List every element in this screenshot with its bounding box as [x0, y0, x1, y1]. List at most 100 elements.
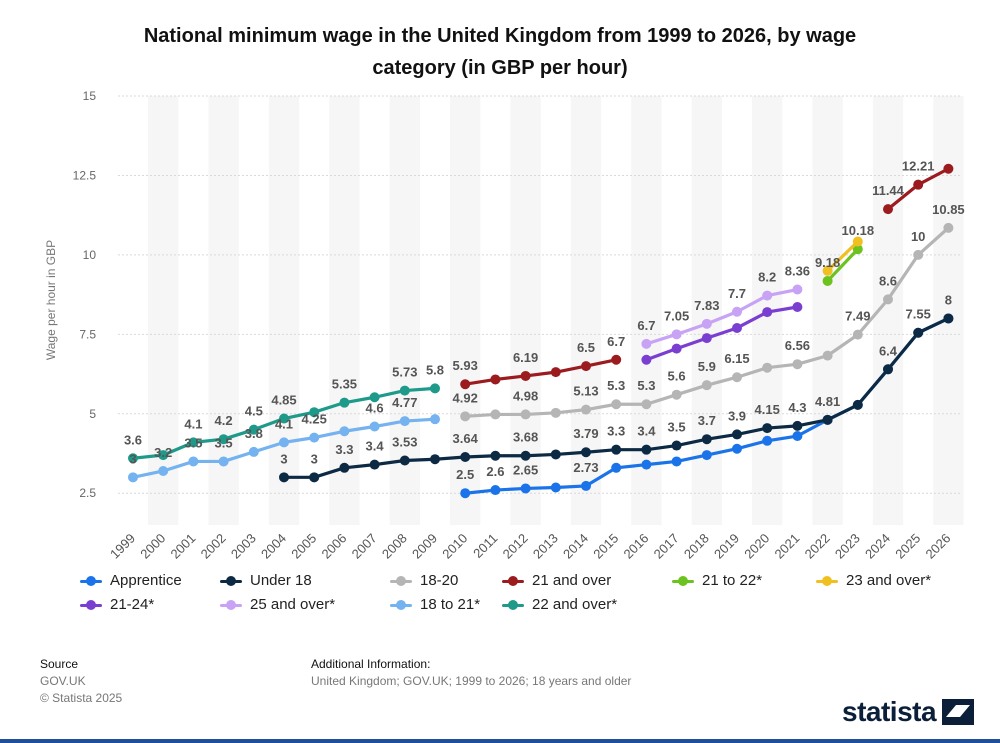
data-point-18-20 — [460, 411, 471, 422]
data-point-18-to-21 — [279, 437, 289, 448]
legend-item[interactable]: 25 and over* — [220, 596, 335, 613]
data-label: 5.3 — [607, 378, 625, 393]
legend-item[interactable]: 18 to 21* — [390, 596, 480, 613]
data-point-18-20 — [852, 329, 863, 340]
legend-item[interactable]: 23 and over* — [816, 572, 931, 589]
data-point-22-and-over — [339, 397, 350, 408]
data-point-under-18 — [671, 440, 682, 451]
data-point-under-18 — [762, 423, 773, 434]
data-point-18-to-21 — [369, 421, 380, 432]
legend-swatch — [220, 599, 242, 611]
data-label: 4.6 — [366, 400, 384, 415]
column-band — [148, 96, 179, 525]
data-point-apprentice — [732, 443, 742, 454]
data-label: 4.15 — [755, 402, 780, 417]
data-point-apprentice — [460, 488, 471, 499]
legend-swatch — [390, 599, 412, 611]
data-point-18-20 — [550, 407, 561, 418]
legend-item[interactable]: 22 and over* — [502, 596, 617, 613]
data-point-apprentice — [611, 462, 622, 473]
data-point-18-20 — [520, 409, 531, 420]
data-label: 3.4 — [366, 439, 385, 454]
data-label: 4.92 — [453, 390, 478, 405]
data-point-21-to-22 — [852, 244, 863, 255]
data-label: 4.85 — [271, 393, 296, 408]
data-point-under-18 — [883, 364, 893, 375]
data-point-22-and-over — [279, 413, 289, 424]
data-point-18-to-21 — [309, 432, 320, 443]
data-point-23-and-over — [822, 265, 833, 276]
data-point-22-and-over — [218, 434, 229, 445]
y-axis-label: Wage per hour in GBP — [44, 240, 58, 360]
x-tick-label: 2005 — [288, 531, 319, 562]
data-label: 3.6 — [124, 432, 142, 447]
data-label: 3.8 — [245, 426, 263, 441]
data-point-21-and-over — [883, 204, 893, 215]
x-tick-label: 2015 — [590, 531, 621, 562]
statista-logo[interactable]: statista — [842, 696, 975, 728]
column-band — [329, 96, 360, 525]
statista-flag-icon — [942, 699, 975, 725]
data-label: 6.7 — [607, 334, 625, 349]
legend-item[interactable]: 18-20 — [390, 572, 458, 589]
data-point-apprentice — [581, 480, 591, 491]
data-label: 7.7 — [728, 286, 746, 301]
chart-title: National minimum wage in the United King… — [143, 25, 857, 79]
data-label: 7.49 — [845, 309, 870, 324]
data-label: 8.6 — [879, 273, 897, 288]
data-point-under-18 — [641, 444, 652, 455]
data-point-25-and-over — [701, 318, 712, 329]
x-tick-label: 2019 — [711, 531, 742, 562]
additional-info-heading: Additional Information: — [311, 657, 431, 671]
x-tick-label: 2021 — [771, 531, 802, 562]
data-label: 6.7 — [637, 318, 655, 333]
data-point-22-and-over — [369, 392, 380, 403]
x-tick-label: 2024 — [862, 531, 893, 562]
data-label: 8.2 — [758, 270, 776, 285]
data-point-22-and-over — [248, 424, 259, 435]
legend-item[interactable]: 21 and over — [502, 572, 611, 589]
legend-item[interactable]: 21-24* — [80, 596, 154, 613]
data-point-25-and-over — [792, 284, 803, 295]
data-label: 5.6 — [668, 369, 686, 384]
source-line-1[interactable]: GOV.UK — [40, 674, 86, 688]
data-point-apprentice — [701, 450, 712, 461]
data-label: 4.3 — [788, 400, 806, 415]
data-point-18-20 — [732, 372, 742, 383]
data-label: 4.5 — [245, 404, 263, 419]
data-label: 10.18 — [842, 223, 875, 238]
data-label: 6.19 — [513, 350, 538, 365]
data-point-under-18 — [913, 327, 924, 338]
series-line-23-and-over — [826, 240, 859, 272]
data-label: 3.5 — [668, 420, 686, 435]
legend-label: 18 to 21* — [420, 596, 481, 613]
additional-info-text: United Kingdom; GOV.UK; 1999 to 2026; 18… — [311, 674, 632, 688]
data-point-21-and-over — [913, 179, 924, 190]
x-tick-label: 2023 — [832, 531, 863, 562]
legend-label: Apprentice — [110, 572, 182, 589]
data-point-18-20 — [611, 399, 622, 410]
data-point-18-20 — [792, 359, 803, 370]
data-label: 5.93 — [453, 358, 478, 373]
data-point-18-to-21 — [128, 472, 138, 483]
series-line-21-and-over — [464, 358, 617, 386]
legend-item[interactable]: 21 to 22* — [672, 572, 762, 589]
data-label: 8.36 — [785, 264, 810, 279]
legend-label: 21 to 22* — [702, 572, 763, 589]
data-point-21-and-over — [611, 354, 622, 365]
data-point-under-18 — [701, 434, 712, 445]
data-point-18-20 — [641, 399, 652, 410]
column-band — [812, 96, 843, 525]
legend-label: 23 and over* — [846, 572, 932, 589]
y-tick-label: 15 — [83, 89, 97, 103]
data-point-under-18 — [430, 454, 440, 465]
data-label: 4.25 — [302, 412, 327, 427]
data-point-under-18 — [732, 429, 742, 440]
series-line-25-and-over — [645, 287, 798, 346]
data-point-apprentice — [671, 456, 682, 467]
data-label: 3.53 — [392, 434, 417, 449]
data-point-21-24 — [701, 333, 712, 344]
data-point-under-18 — [611, 444, 622, 455]
legend-item[interactable]: Apprentice — [80, 572, 182, 589]
legend-item[interactable]: Under 18 — [220, 572, 312, 589]
